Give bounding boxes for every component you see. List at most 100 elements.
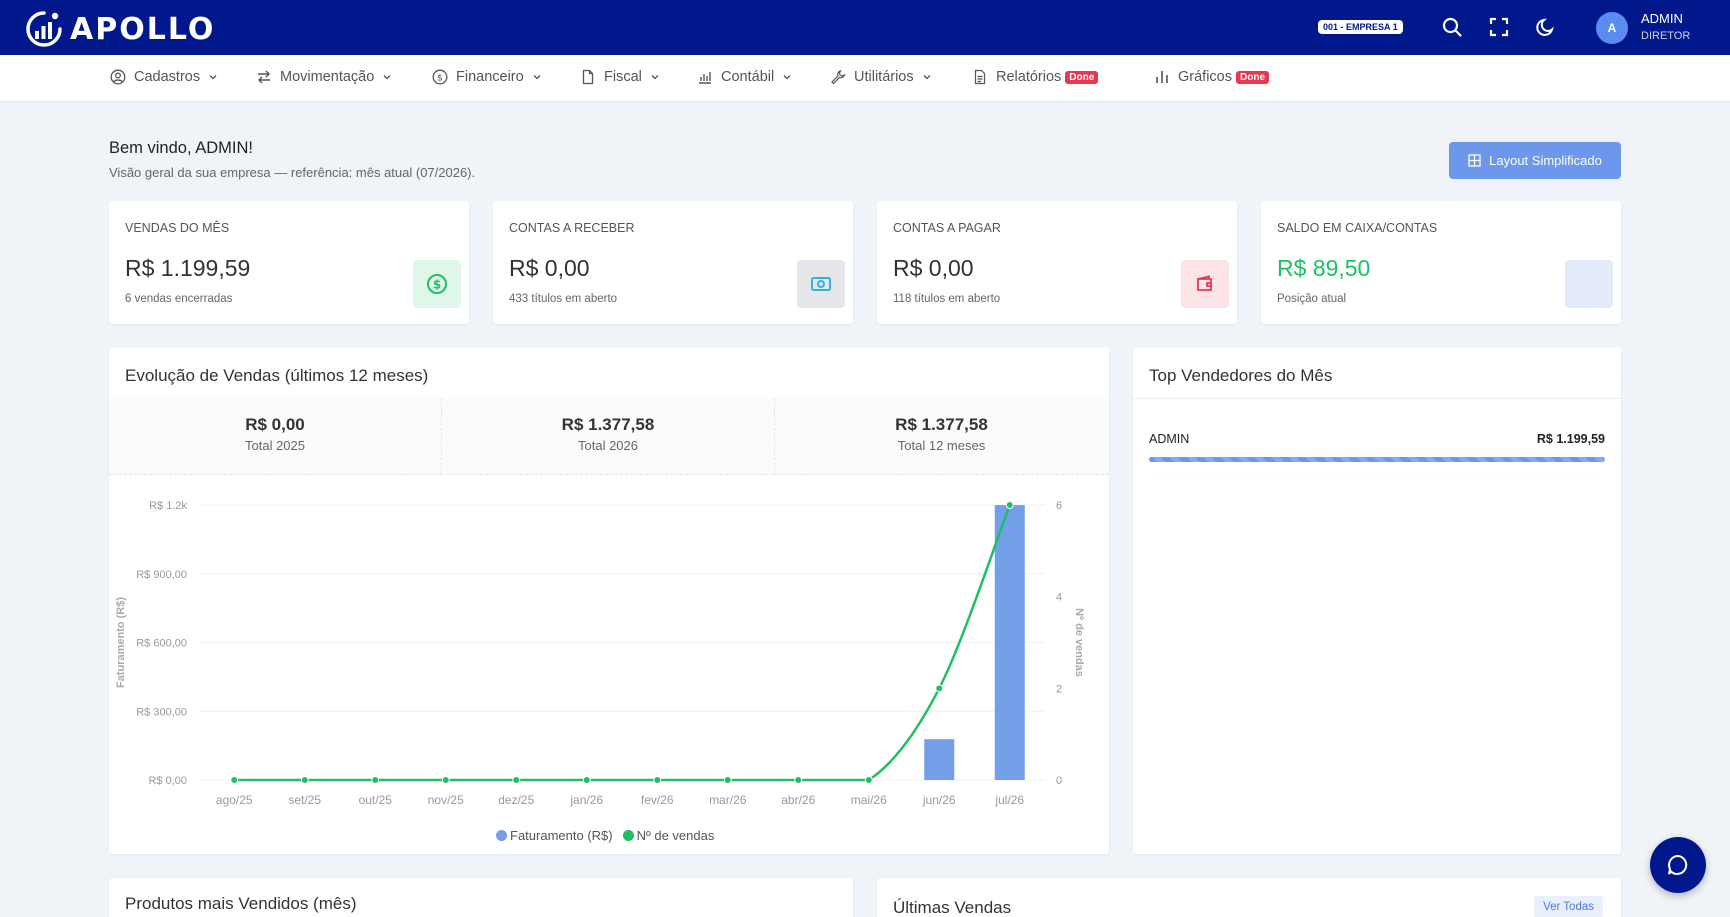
x-tick-label: jan/26 [569,793,603,807]
sales-chart: R$ 0,00 R$ 300,00 R$ 600,00 R$ 900,00 R$ 1.2… [115,500,1085,807]
menu-graficos[interactable]: Gráficos Done [1154,69,1269,85]
app-logo[interactable]: APOLLO [24,9,215,49]
y-right-tick-label: 4 [1056,592,1062,604]
y-tick-label: R$ 0,00 [148,775,187,787]
chevron-down-icon [383,75,391,80]
x-tick-label: abr/26 [781,793,815,807]
x-tick-label: mai/26 [851,793,887,807]
stat-note: Posição atual [1277,293,1347,305]
dollar-circle-icon: $ [432,69,448,85]
point-out/25 [371,776,380,784]
menu-movimentacao[interactable]: Movimentação [256,69,400,85]
layout-simplificado-button[interactable]: Layout Simplificado [1449,142,1621,179]
moon-icon[interactable] [1535,16,1557,38]
x-tick-label: set/25 [288,793,321,807]
svg-text:$: $ [437,73,443,83]
menu-utilitarios[interactable]: Utilitários [830,69,940,85]
menu-label: Gráficos [1178,69,1232,85]
user-circle-icon [110,69,126,85]
x-tick-label: out/25 [359,793,393,807]
ver-todas-button[interactable]: Ver Todas [1534,896,1603,917]
chevron-down-icon [209,75,217,80]
chart-icon [1156,71,1168,83]
y-right-tick-label: 6 [1056,500,1062,512]
stat-value: R$ 89,50 [1277,255,1371,281]
user-role: DIRETOR [1641,30,1691,42]
x-tick-label: nov/25 [428,793,464,807]
stat-note: 118 títulos em aberto [893,293,1001,305]
point-mar/26 [723,776,732,784]
total-2026: R$ 1.377,58 Total 2026 [442,398,775,475]
point-jan/26 [582,776,591,784]
y-tick-label: R$ 300,00 [136,706,187,718]
total-12-meses: R$ 1.377,58 Total 12 meses [775,398,1108,475]
layout-button-label: Layout Simplificado [1489,153,1602,168]
page-title: Bem vindo, ADMIN! [109,139,253,157]
menu-contabil[interactable]: Contábil [697,69,800,85]
card-title: Top Vendedores do Mês [1149,366,1333,385]
grid-icon [1468,154,1481,167]
page-subtitle: Visão geral da sua empresa — referência:… [109,165,476,180]
report-icon [974,69,986,85]
stat-card-receber: CONTAS A RECEBER R$ 0,00 433 títulos em … [493,201,853,324]
point-ago/25 [230,776,239,784]
menu-relatorios[interactable]: Relatórios Done [972,69,1099,85]
card-title: Evolução de Vendas (últimos 12 meses) [125,366,429,385]
user-name: ADMIN [1641,11,1683,26]
menu-label: Relatórios [996,69,1062,85]
point-dez/25 [512,776,521,784]
sales-evolution-card: Evolução de Vendas (últimos 12 meses) R$… [109,348,1109,854]
top-bar: APOLLO 001 - EMPRESA 1 A ADMIN DIRETOR [0,0,1730,55]
stat-value: R$ 0,00 [509,255,590,281]
x-tick-label: ago/25 [216,793,253,807]
x-tick-label: fev/26 [641,793,674,807]
recent-sales-card: Últimas Vendas Ver Todas [877,878,1621,917]
legend-dot-vendas [622,830,634,841]
total-value: R$ 1.377,58 [895,415,988,434]
x-tick-label: jun/26 [922,793,956,807]
legend-label[interactable]: Faturamento (R$) [510,828,613,843]
fullscreen-icon[interactable] [1488,16,1510,38]
seller-name: ADMIN [1149,432,1190,446]
stat-card-saldo: SALDO EM CAIXA/CONTAS R$ 89,50 Posição a… [1261,201,1621,324]
menu-financeiro[interactable]: $ Financeiro [432,69,550,85]
dollar-icon: $ [427,274,447,294]
stat-card-vendas: VENDAS DO MÊS R$ 1.199,59 6 vendas encer… [109,201,469,324]
menu-label: Fiscal [604,69,642,85]
bar-jun/26 [924,739,955,780]
user-menu[interactable]: A ADMIN DIRETOR [1582,0,1710,55]
y-axis-title: Faturamento (R$) [115,597,127,688]
stat-note: 6 vendas encerradas [125,293,233,305]
menu-fiscal[interactable]: Fiscal [580,69,668,85]
y-tick-label: R$ 900,00 [136,569,187,581]
card-title: Produtos mais Vendidos (mês) [125,894,357,913]
bar-jul/26 [994,505,1025,780]
search-icon[interactable] [1441,16,1463,38]
stat-label: CONTAS A PAGAR [893,221,1001,235]
point-set/25 [300,776,309,784]
cash-icon [811,277,831,291]
x-tick-label: dez/25 [498,793,534,807]
chevron-down-icon [651,75,659,80]
menu-label: Financeiro [456,69,524,85]
company-badge[interactable]: 001 - EMPRESA 1 [1318,20,1403,34]
y-right-axis-title: Nº de vendas [1073,608,1085,677]
y-tick-label: R$ 600,00 [136,638,187,650]
wrench-icon [831,69,846,85]
point-jul/26 [1005,501,1014,509]
done-badge: Done [1236,70,1269,84]
menu-cadastros[interactable]: Cadastros [110,69,226,85]
stat-card-pagar: CONTAS A PAGAR R$ 0,00 118 títulos em ab… [877,201,1237,324]
point-fev/26 [653,776,662,784]
document-icon [582,69,594,85]
legend-dot-faturamento [496,830,507,841]
point-mai/26 [864,776,873,784]
menu-label: Movimentação [280,69,375,85]
y-tick-label: R$ 1.2k [149,500,187,512]
legend-label[interactable]: Nº de vendas [636,828,715,843]
stat-icon-box: $ [413,260,461,308]
chat-button[interactable] [1650,837,1706,893]
top-sellers-card: Top Vendedores do Mês ADMIN R$ 1.199,59 [1133,348,1621,854]
y-right-tick-label: 0 [1056,775,1062,787]
seller-value: R$ 1.199,59 [1536,432,1605,446]
